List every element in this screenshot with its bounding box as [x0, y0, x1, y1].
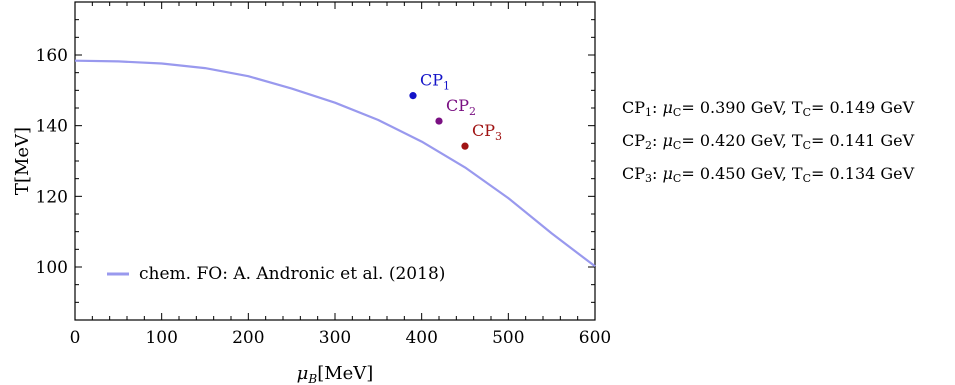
cp2-marker — [435, 117, 443, 125]
cp3-marker — [461, 142, 469, 150]
x-tick-label: 500 — [492, 328, 524, 348]
cp1-info-line: CP1: μC= 0.390 GeV, TC= 0.149 GeV — [622, 98, 915, 119]
cp1-label: CP1 — [420, 71, 450, 93]
cp2-mu-symbol: μ — [662, 131, 673, 150]
cp2-mu-value: = 0.420 GeV, — [681, 131, 787, 150]
critical-point-info: CP1: μC= 0.390 GeV, TC= 0.149 GeV CP2: μ… — [622, 98, 914, 197]
legend-label: chem. FO: A. Andronic et al. (2018) — [139, 264, 445, 284]
cp3-mu-sub: C — [672, 172, 682, 185]
cp2-t-value: = 0.141 GeV — [811, 131, 915, 150]
cp3-t-value: = 0.134 GeV — [811, 164, 915, 183]
cp2-name: CP — [622, 131, 646, 150]
cp2-t-symbol: T — [791, 131, 803, 150]
legend: chem. FO: A. Andronic et al. (2018) — [107, 264, 445, 284]
cp3-label-sub: 3 — [495, 130, 502, 143]
axis-ticks — [74, 1, 596, 320]
x-axis-title: μB[MeV] — [297, 363, 374, 385]
y-tick-label: 140 — [36, 117, 68, 137]
cp2-label: CP2 — [446, 96, 476, 118]
cp3-sub: 3 — [645, 172, 653, 185]
x-tick-label: 100 — [145, 328, 177, 348]
y-tick-label: 160 — [36, 46, 68, 66]
cp3-label: CP3 — [472, 121, 502, 143]
cp3-mu-value: = 0.450 GeV, — [681, 164, 787, 183]
x-axis-title-unit: [MeV] — [317, 363, 373, 384]
cp1-marker — [409, 92, 417, 100]
cp3-info-line: CP3: μC= 0.450 GeV, TC= 0.134 GeV — [622, 164, 915, 185]
x-tick-label: 300 — [319, 328, 351, 348]
cp3-name: CP — [622, 164, 646, 183]
cp2-label-sub: 2 — [469, 105, 476, 118]
cp2-sub: 2 — [645, 139, 653, 152]
x-axis-title-mu: μ — [297, 363, 309, 384]
cp1-label-name: CP — [420, 71, 443, 90]
series-layer — [74, 59, 596, 268]
cp1-mu-symbol: μ — [662, 98, 673, 117]
cp1-mu-sub: C — [672, 106, 682, 119]
x-tick-label: 200 — [232, 328, 264, 348]
cp1-mu-value: = 0.390 GeV, — [681, 98, 787, 117]
cp2-label-name: CP — [446, 96, 469, 115]
y-tick-label: 100 — [36, 258, 68, 278]
cp3-t-symbol: T — [791, 164, 803, 183]
cp1-sub: 1 — [645, 106, 653, 119]
cp1-t-sub: C — [802, 106, 811, 119]
cp3-mu-symbol: μ — [662, 164, 673, 183]
x-tick-label: 0 — [70, 328, 81, 348]
x-tick-label: 400 — [405, 328, 437, 348]
cp1-label-sub: 1 — [443, 80, 450, 93]
x-axis-title-sub: B — [307, 372, 317, 385]
cp3-t-sub: C — [802, 172, 811, 185]
cp3-label-name: CP — [472, 121, 495, 140]
y-axis-title: T[MeV] — [12, 127, 33, 195]
freeze-out-curve — [74, 59, 596, 268]
cp1-t-value: = 0.149 GeV — [811, 98, 915, 117]
cp2-info-line: CP2: μC= 0.420 GeV, TC= 0.141 GeV — [622, 131, 915, 152]
y-tick-label: 120 — [36, 187, 68, 207]
cp2-mu-sub: C — [672, 139, 682, 152]
axis-tick-labels: 0 100 200 300 400 500 600 100 120 140 160 — [36, 46, 612, 348]
cp1-t-symbol: T — [791, 98, 803, 117]
x-tick-label: 600 — [579, 328, 611, 348]
cp1-name: CP — [622, 98, 646, 117]
cp2-t-sub: C — [802, 139, 811, 152]
